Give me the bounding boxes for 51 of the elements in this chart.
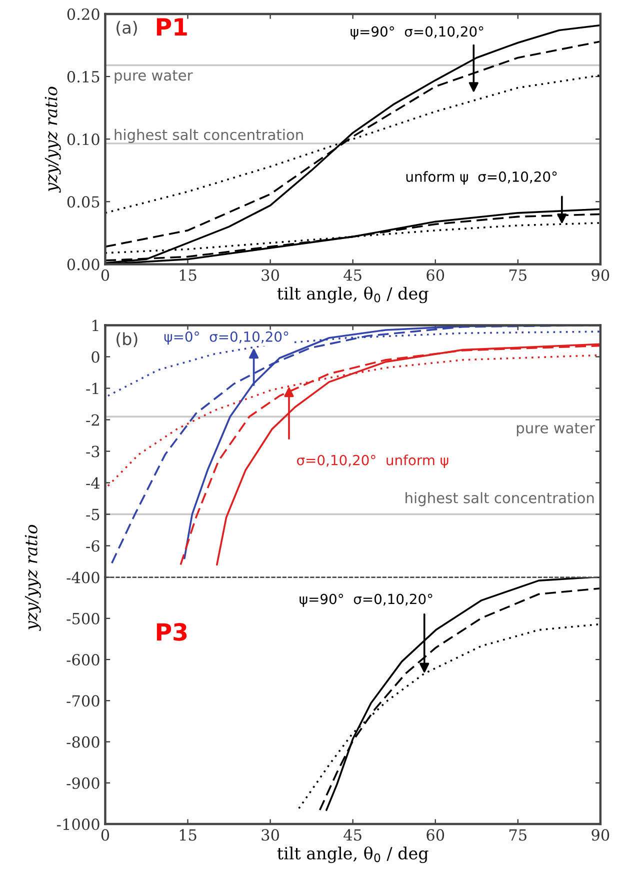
- y-axis-title: yzy/yyz ratio: [24, 524, 41, 631]
- x-tick-label: 30: [262, 829, 279, 841]
- x-tick-label: 30: [262, 269, 279, 281]
- annotation: P1: [156, 18, 187, 36]
- ref-line-label: pure water: [516, 422, 595, 436]
- x-tick-label: 75: [509, 270, 526, 281]
- y-tick-label: -1: [86, 382, 98, 394]
- y-tick-label: 0.10: [67, 134, 100, 146]
- annotation: σ=0,10,20° unform ψ: [297, 454, 448, 468]
- annotation: ψ=90° σ=0,10,20°: [350, 26, 484, 40]
- x-tick-label: 60: [426, 269, 444, 281]
- y-tick-label: 0.05: [67, 196, 100, 208]
- x-tick-label: 90: [592, 269, 610, 281]
- ref-line-label: pure water: [114, 70, 193, 84]
- y-tick-label: -6: [86, 540, 100, 552]
- y-tick-label: -5: [86, 508, 100, 520]
- y-axis-title: yzy/yyz ratio: [44, 86, 61, 193]
- y-tick-label: 0.20: [67, 8, 100, 20]
- y-tick-label: -700: [66, 695, 100, 707]
- y-tick-label: -2: [86, 414, 99, 426]
- y-tick-label: 1: [92, 320, 98, 332]
- y-tick-label: -1000: [56, 818, 100, 830]
- y-tick-label: -4: [86, 477, 100, 489]
- x-tick-label: 15: [180, 829, 196, 841]
- ref-line-label: highest salt concentration: [406, 492, 594, 506]
- x-tick-label: 60: [426, 829, 444, 841]
- annotation: P3: [156, 623, 187, 641]
- x-tick-label: 45: [344, 829, 362, 841]
- chart-title: (b): [116, 332, 138, 348]
- annotation: ψ=90° σ=0,10,20°: [300, 594, 432, 607]
- y-tick-label: 0.00: [67, 258, 100, 270]
- x-tick-label: 75: [509, 829, 526, 841]
- y-tick-label: -600: [66, 654, 100, 666]
- y-tick-label: -900: [66, 777, 100, 789]
- chart-title: (a): [116, 20, 137, 36]
- x-tick-label: 0: [101, 269, 110, 281]
- y-tick-label: 0: [92, 351, 100, 363]
- annotation: unform ψ σ=0,10,20°: [406, 171, 557, 185]
- x-tick-label: 90: [592, 829, 610, 841]
- ref-line-label: highest salt concentration: [114, 128, 303, 144]
- y-tick-label: -800: [66, 736, 100, 748]
- y-tick-label: 0.15: [67, 70, 100, 83]
- x-tick-label: 0: [101, 829, 110, 841]
- y-tick-label: -3: [86, 446, 100, 458]
- x-tick-label: 15: [180, 269, 196, 281]
- y-tick-label: -400: [66, 572, 100, 584]
- x-axis-title: tilt angle, θ$_{0}$ / deg: [277, 286, 428, 304]
- x-axis-title: tilt angle, θ$_{0}$ / deg: [277, 846, 428, 864]
- x-tick-label: 45: [344, 269, 362, 281]
- y-tick-label: -500: [66, 612, 100, 624]
- annotation: ψ=0° σ=0,10,20°: [164, 331, 288, 345]
